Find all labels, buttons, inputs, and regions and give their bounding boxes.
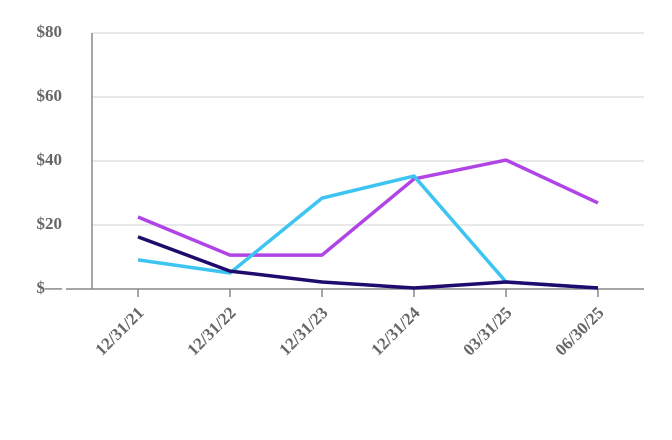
y-tick-label: $60 [37,86,63,105]
x-tick-label: 12/31/22 [183,303,239,359]
y-tick-label: $40 [37,150,63,169]
y-tick-label: $— [37,278,64,297]
x-tick-label: 12/31/21 [91,303,147,359]
x-tick-label: 12/31/24 [367,303,424,360]
y-tick-label: $80 [37,22,63,41]
x-tick-label: 03/31/25 [459,303,515,359]
line-series [137,235,599,290]
line-series [137,158,599,257]
y-tick-label: $20 [37,214,63,233]
x-tick-label: 06/30/25 [551,303,607,359]
line-series [137,174,599,290]
x-tick-label: 12/31/23 [275,303,331,359]
